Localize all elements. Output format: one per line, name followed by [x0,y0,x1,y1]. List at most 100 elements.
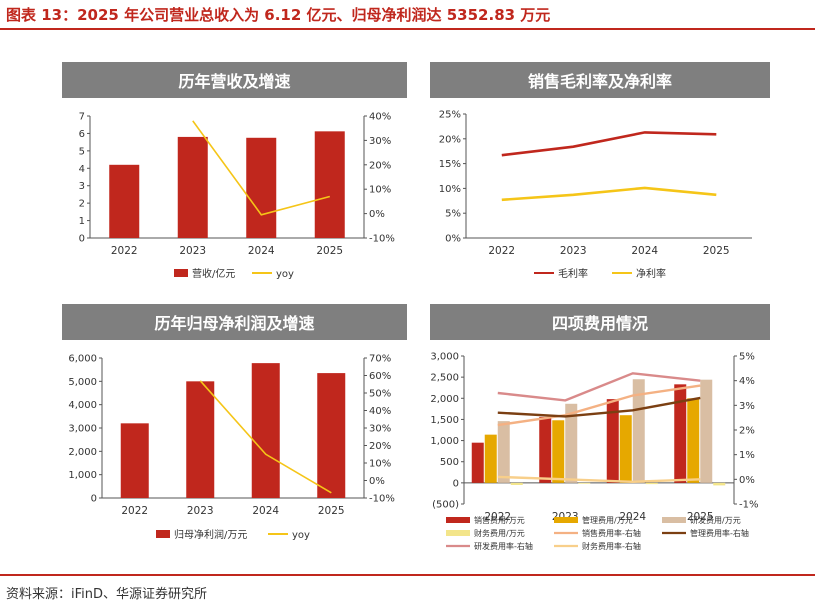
legend-label: 财务费用率-右轴 [582,541,641,551]
y-tick-label-right: 10% [369,185,391,196]
y-tick-label-left: 20% [439,134,461,145]
bar [619,415,632,483]
y-tick-label-left: 2 [79,199,85,210]
legend-label: yoy [276,269,294,280]
y-tick-label-left: 0 [453,478,459,489]
legend-label: yoy [292,530,310,541]
bar [606,399,619,483]
y-tick-label-left: 6 [79,129,85,140]
legend-label: 营收/亿元 [192,267,235,280]
y-tick-label-left: 2,000 [68,447,97,458]
y-tick-label-left: 4 [79,164,85,175]
legend-label: 财务费用/万元 [474,528,525,538]
x-tick-label: 2022 [111,245,138,257]
series-line [497,384,701,427]
source-note: 资料来源：iFinD、华源证券研究所 [6,587,208,602]
y-tick-label-right: 1% [739,450,755,461]
series-line [497,475,701,484]
legend-label: 管理费用/万元 [582,515,633,525]
expense-chart: (500) 0 500 1,000 1,500 2,000 2,500 3,000 -1% 0% 1… [430,352,758,552]
chart-panel-expenses: 四项费用情况 (500) 0 500 1,000 1,500 2,000 2,500 3,00… [430,304,775,566]
y-tick-label-right: 20% [369,160,391,171]
bar [314,131,345,238]
source-divider [0,574,815,576]
bar [120,423,149,498]
y-tick-label-left: 1,000 [68,470,97,481]
y-tick-label-left: 5% [445,209,461,220]
bar [539,416,552,483]
bar [251,363,280,498]
x-tick-label: 2024 [619,511,646,523]
x-tick-label: 2022 [121,505,148,517]
y-tick-label-right: 20% [369,441,391,452]
bar [632,379,645,483]
y-tick-label-right: 0% [739,475,755,486]
bar [246,137,277,238]
x-tick-label: 2023 [560,245,587,257]
y-tick-label-right: -1% [739,500,758,511]
revenue-chart: 0 1 2 3 4 5 6 7 -10% 0% 10% 20% 30% 40% 2022 2023 2024 20… [79,112,395,281]
y-tick-label-right: 0% [369,209,385,220]
margin-chart: 0% 5% 10% 15% 20% 25% 2022 2023 2024 2025 毛利率 净利率 [439,110,752,280]
legend-swatch [156,530,170,538]
series-line [497,372,701,402]
legend-swatch [662,517,686,523]
x-tick-label: 2025 [318,505,345,517]
y-tick-label-right: 0% [369,476,385,487]
x-tick-label: 2023 [187,505,214,517]
bar [177,136,208,238]
y-tick-label-left: 500 [440,457,459,468]
y-tick-label-left: 2,500 [430,373,459,384]
y-tick-label-right: 3% [739,401,755,412]
series-line [501,131,717,157]
chart-panel-net-profit: 历年归母净利润及增速 0 1,000 2,000 3,000 4,000 5,000 6,0… [62,304,407,552]
y-tick-label-left: 3 [79,181,85,192]
y-tick-label-right: 4% [739,376,755,387]
y-tick-label-left: 3,000 [430,352,459,363]
y-tick-label-right: 30% [369,136,391,147]
bar [510,482,523,485]
figure-title: 图表 13：2025 年公司营业总收入为 6.12 亿元、归母净利润达 5352… [6,6,551,24]
y-tick-label-left: 4,000 [68,400,97,411]
title-divider [0,28,815,30]
y-tick-label-right: 30% [369,424,391,435]
chart-title: 四项费用情况 [430,304,770,340]
chart-panel-margin: 销售毛利率及净利率 0% 5% 10% 15% 20% 25% 2022 2023 2024 20… [430,62,770,294]
y-tick-label-left: 3,000 [68,424,97,435]
bar [645,482,658,485]
x-tick-label: 2025 [316,245,343,257]
bar [497,421,510,483]
y-tick-label-left: 25% [439,110,461,121]
net-profit-chart: 0 1,000 2,000 3,000 4,000 5,000 6,000 -10% 0% 10%… [68,354,394,542]
y-tick-label-left: (500) [432,500,459,511]
legend-label: 归母净利润/万元 [174,528,247,541]
x-tick-label: 2025 [687,511,714,523]
bar [674,384,687,483]
y-tick-label-left: 15% [439,159,461,170]
legend-swatch [554,517,578,523]
y-tick-label-right: 10% [369,459,391,470]
y-tick-label-left: 1,000 [430,436,459,447]
legend-label: 毛利率 [558,267,588,280]
chart-title: 销售毛利率及净利率 [430,62,770,98]
bar [565,403,578,483]
x-tick-label: 2024 [252,505,279,517]
x-tick-label: 2024 [631,245,658,257]
x-tick-label: 2022 [484,511,511,523]
legend-label: 研发费用率-右轴 [474,541,533,551]
y-tick-label-left: 1 [79,216,85,227]
y-tick-label-left: 7 [79,112,85,123]
y-tick-label-left: 5 [79,146,85,157]
bar [700,379,713,483]
legend-label: 销售费用率-右轴 [582,528,641,538]
y-tick-label-right: 70% [369,354,391,365]
y-tick-label-right: 5% [739,352,755,363]
x-tick-label: 2025 [703,245,730,257]
x-tick-label: 2022 [488,245,515,257]
y-tick-label-left: 0 [91,494,97,505]
bar [317,373,346,498]
bar [109,164,140,238]
bar [484,434,497,483]
legend-swatch [446,517,470,523]
legend-label: 净利率 [636,267,666,280]
